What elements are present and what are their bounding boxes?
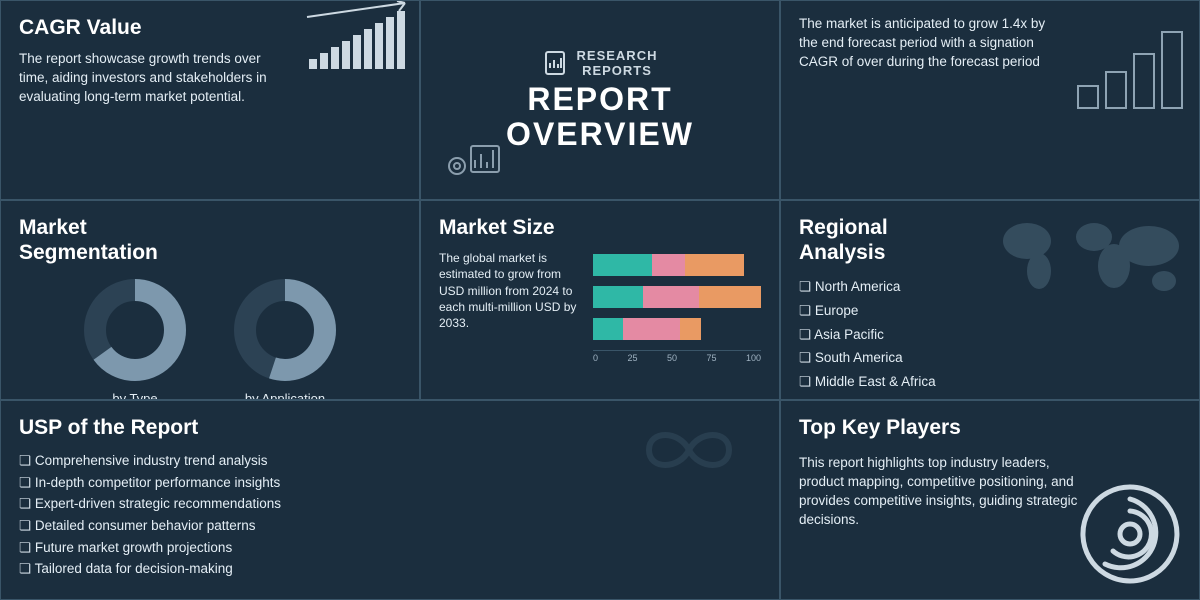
list-item: Expert-driven strategic recommendations: [19, 493, 761, 515]
forecast-body: The market is anticipated to grow 1.4x b…: [799, 15, 1049, 72]
outlined-bars-icon: [1077, 31, 1183, 109]
forecast-panel: The market is anticipated to grow 1.4x b…: [780, 0, 1200, 200]
regional-title: Regional Analysis: [799, 215, 959, 265]
list-item: Tailored data for decision-making: [19, 558, 761, 580]
world-map-icon: [989, 211, 1189, 301]
list-item: Asia Pacific: [799, 323, 1181, 347]
brand-line1: RESEARCH: [577, 48, 658, 63]
brand-block: RESEARCH REPORTS: [543, 48, 658, 78]
list-item: Detailed consumer behavior patterns: [19, 515, 761, 537]
topkey-title: Top Key Players: [799, 415, 1181, 440]
brand-line2: REPORTS: [577, 63, 658, 78]
market-size-body: The global market is estimated to grow f…: [439, 250, 579, 363]
list-item: Europe: [799, 299, 1181, 323]
market-size-panel: Market Size The global market is estimat…: [420, 200, 780, 400]
overview-header-panel: RESEARCH REPORTS REPORT OVERVIEW: [420, 0, 780, 200]
segmentation-panel: Market Segmentation by Type by Applicati…: [0, 200, 420, 400]
market-size-title: Market Size: [439, 215, 761, 240]
report-overview-grid: CAGR Value The report showcase growth tr…: [0, 0, 1200, 600]
list-item: South America: [799, 346, 1181, 370]
report-file-icon: [543, 50, 569, 76]
concentric-arcs-icon: [1075, 479, 1185, 589]
bar-row: [593, 254, 761, 276]
donut-row: by Type by Application: [19, 275, 401, 400]
list-item: Future market growth projections: [19, 537, 761, 559]
growth-bars-icon: [309, 11, 405, 69]
topkey-body: This report highlights top industry lead…: [799, 454, 1079, 530]
top-key-panel: Top Key Players This report highlights t…: [780, 400, 1200, 600]
list-item: Middle East & Africa: [799, 370, 1181, 394]
cagr-body: The report showcase growth trends over t…: [19, 50, 279, 107]
gear-chart-icon: [445, 138, 501, 183]
bar-row: [593, 286, 761, 308]
infinity-icon: [629, 415, 749, 485]
cagr-panel: CAGR Value The report showcase growth tr…: [0, 0, 420, 200]
usp-panel: USP of the Report Comprehensive industry…: [0, 400, 780, 600]
donut: by Application: [230, 275, 340, 400]
donut-label: by Application: [230, 391, 340, 400]
chart-axis: 0255075100: [593, 350, 761, 363]
segmentation-title: Market Segmentation: [19, 215, 219, 265]
regional-panel: Regional Analysis North AmericaEuropeAsi…: [780, 200, 1200, 400]
overview-title-2: OVERVIEW: [506, 117, 694, 152]
donut: by Type: [80, 275, 190, 400]
stacked-bar-chart: 0255075100: [593, 250, 761, 363]
donut-label: by Type: [80, 391, 190, 400]
overview-title-1: REPORT: [527, 82, 672, 117]
bar-row: [593, 318, 761, 340]
